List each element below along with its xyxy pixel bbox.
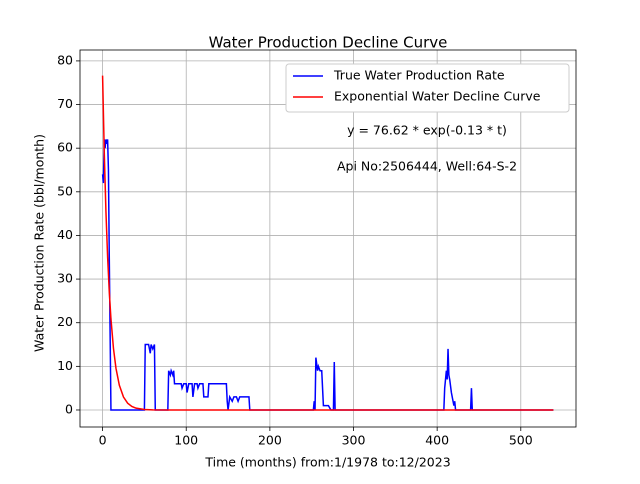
legend-label: True Water Production Rate	[333, 68, 505, 83]
x-tick-label: 500	[509, 433, 533, 448]
y-tick-label: 0	[65, 401, 73, 416]
y-tick-label: 50	[57, 183, 73, 198]
annotation: y = 76.62 * exp(-0.13 * t)	[347, 123, 507, 138]
y-tick-label: 10	[57, 358, 73, 373]
x-tick-label: 0	[99, 433, 107, 448]
y-tick-label: 60	[57, 140, 73, 155]
x-tick-label: 100	[174, 433, 198, 448]
legend-box	[285, 63, 570, 113]
x-axis-label: Time (months) from:1/1978 to:12/2023	[204, 455, 450, 470]
legend-label: Exponential Water Decline Curve	[334, 89, 541, 104]
plot-frame	[79, 49, 577, 428]
data-line	[101, 139, 554, 411]
x-tick-label: 200	[258, 433, 282, 448]
x-tick-label: 300	[342, 433, 366, 448]
y-tick-label: 30	[57, 271, 73, 286]
y-tick-label: 20	[57, 314, 73, 329]
y-axis-label: Water Production Rate (bbl/month)	[32, 134, 47, 352]
x-tick-label: 400	[425, 433, 449, 448]
chart-title: Water Production Decline Curve	[209, 34, 448, 52]
data-line	[101, 75, 554, 411]
y-tick-label: 40	[57, 227, 73, 242]
y-tick-label: 80	[57, 52, 73, 67]
y-tick-label: 70	[57, 96, 73, 111]
annotation: Api No:2506444, Well:64-S-2	[337, 159, 517, 174]
